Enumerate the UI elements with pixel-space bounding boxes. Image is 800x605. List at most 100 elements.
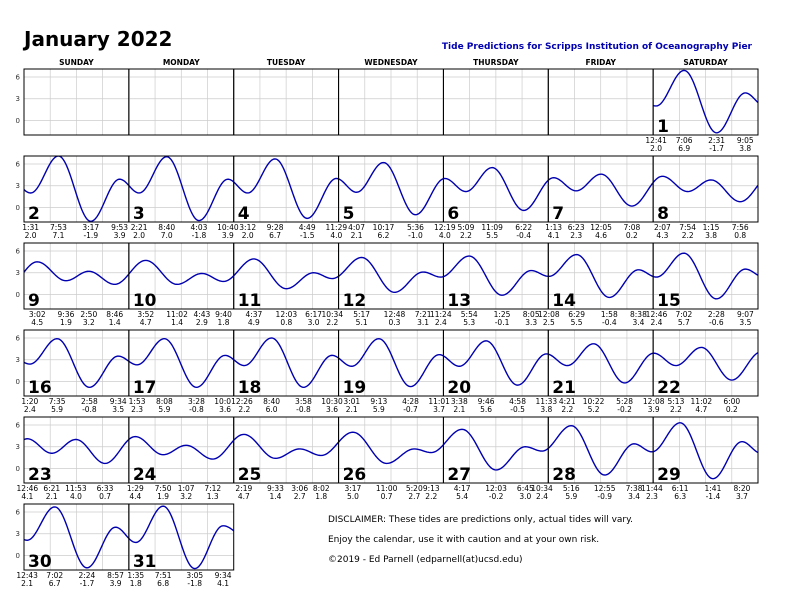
tide-time-label: 5:20: [406, 484, 423, 493]
tide-time-label: 1:15: [703, 223, 720, 232]
weekday-label: WEDNESDAY: [364, 58, 418, 67]
date-number: 16: [28, 378, 52, 398]
tide-height-label: 4.0: [439, 231, 451, 240]
y-tick-label: 3: [16, 530, 20, 538]
tide-time-label: 10:34: [321, 310, 343, 319]
tide-time-label: 9:46: [478, 397, 495, 406]
tide-height-label: 2.7: [294, 492, 306, 501]
tide-height-label: 2.3: [570, 231, 582, 240]
tide-height-label: 0.8: [734, 231, 746, 240]
tide-time-label: 12:43: [16, 571, 38, 580]
date-number: 4: [238, 204, 250, 224]
tide-time-label: 5:09: [458, 223, 475, 232]
disclaimer: DISCLAIMER: These tides are predictions …: [328, 515, 633, 565]
tide-height-label: 5.5: [486, 231, 498, 240]
tide-time-label: 2:26: [236, 397, 253, 406]
tide-time-label: 11:24: [430, 310, 452, 319]
date-number: 17: [133, 378, 157, 398]
date-number: 14: [552, 291, 576, 311]
tide-time-label: 5:17: [353, 310, 370, 319]
tide-height-label: 0.8: [280, 318, 292, 327]
tide-height-label: 4.7: [695, 405, 707, 414]
tide-time-label: 11:00: [376, 484, 398, 493]
tide-time-label: 1:25: [494, 310, 511, 319]
tide-time-label: 4:58: [509, 397, 526, 406]
tide-height-label: 3.4: [632, 318, 644, 327]
tide-curve: [443, 166, 549, 212]
tide-height-label: 2.4: [435, 318, 447, 327]
tide-height-label: 3.5: [739, 318, 751, 327]
tide-time-label: 8:46: [106, 310, 123, 319]
tide-time-label: 4:17: [454, 484, 471, 493]
day-cell: 203:382.1 9:465.6 4:58-0.5 11:333.8: [442, 329, 557, 414]
tide-height-label: 1.4: [171, 318, 183, 327]
tide-height-label: 5.9: [51, 405, 63, 414]
tide-time-label: 7:50: [155, 484, 172, 493]
tide-time-label: 3:17: [344, 484, 361, 493]
tide-height-label: -1.8: [192, 231, 207, 240]
date-number: 18: [238, 378, 262, 398]
empty-day-cell: [547, 68, 654, 136]
tide-height-label: -0.4: [516, 231, 531, 240]
tide-time-label: 3:02: [29, 310, 46, 319]
tide-height-label: 2.0: [133, 231, 145, 240]
tide-height-label: -1.5: [300, 231, 315, 240]
tide-height-label: -1.8: [187, 579, 202, 588]
tide-height-label: 2.7: [408, 492, 420, 501]
date-number: 3: [133, 204, 145, 224]
tide-height-label: 5.4: [456, 492, 468, 501]
tide-time-label: 9:13: [423, 484, 440, 493]
day-cell: 103:524.7 11:021.4 4:432.9 9:401.8: [128, 242, 235, 327]
tide-curve: [128, 156, 234, 222]
tide-time-label: 2:50: [80, 310, 97, 319]
y-tick-label: 0: [16, 291, 20, 299]
tide-time-label: 11:02: [166, 310, 188, 319]
tide-height-label: 2.0: [25, 231, 37, 240]
tide-time-label: 9:13: [370, 397, 387, 406]
tide-time-label: 10:30: [321, 397, 343, 406]
tide-time-label: 5:54: [461, 310, 478, 319]
tide-time-label: 1:53: [129, 397, 146, 406]
tide-time-label: 9:34: [110, 397, 127, 406]
disclaimer-line: DISCLAIMER: These tides are predictions …: [328, 515, 633, 525]
tide-time-label: 3:06: [291, 484, 308, 493]
date-number: 27: [447, 465, 471, 485]
tide-height-label: 2.2: [326, 318, 338, 327]
tide-time-label: 1:29: [127, 484, 144, 493]
tide-time-label: 3:52: [137, 310, 154, 319]
tide-time-label: 7:35: [49, 397, 66, 406]
tide-curve: [24, 506, 129, 569]
day-cell: 214:212.2 10:225.2 5:28-0.2: [547, 329, 654, 414]
tide-time-label: 5:36: [407, 223, 424, 232]
tide-height-label: 3.1: [417, 318, 429, 327]
tide-time-label: 2:58: [81, 397, 98, 406]
tide-height-label: 3.6: [219, 405, 231, 414]
tide-curve: [653, 175, 759, 203]
tide-time-label: 8:57: [107, 571, 124, 580]
tide-time-label: 3:38: [451, 397, 468, 406]
date-number: 10: [133, 291, 157, 311]
tide-height-label: 1.9: [157, 492, 169, 501]
tide-time-label: 7:02: [675, 310, 692, 319]
tide-time-label: 4:21: [559, 397, 576, 406]
y-tick-label: 3: [16, 269, 20, 277]
tide-time-label: 12:46: [646, 310, 668, 319]
tide-height-label: 3.2: [83, 318, 95, 327]
tide-height-label: -1.9: [83, 231, 98, 240]
tide-height-label: 0.2: [726, 405, 738, 414]
day-cell: 82:074.3 7:542.2 1:153.8 7:560.8: [652, 155, 759, 240]
tide-time-label: 8:08: [156, 397, 173, 406]
tide-time-label: 1:13: [545, 223, 562, 232]
day-cell: 263:175.0 11:000.7 5:202.79:132.2: [338, 416, 444, 501]
date-number: 11: [238, 291, 262, 311]
tide-curve: [338, 161, 444, 216]
tide-curve: [338, 431, 444, 465]
tide-time-label: 1:58: [601, 310, 618, 319]
date-number: 9: [28, 291, 40, 311]
tide-height-label: -0.1: [495, 318, 510, 327]
tide-time-label: 6:22: [515, 223, 532, 232]
tide-time-label: 2:28: [708, 310, 725, 319]
cell-border: [652, 242, 759, 310]
cell-border: [652, 329, 759, 397]
